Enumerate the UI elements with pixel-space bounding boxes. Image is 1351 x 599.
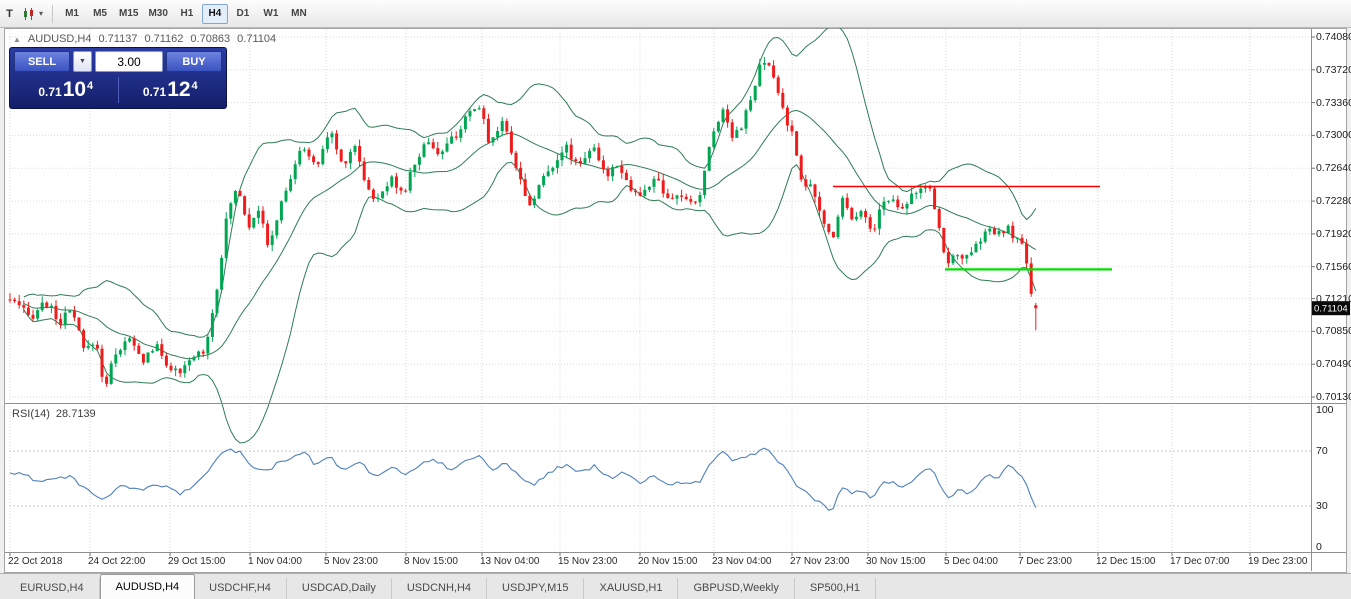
- buy-price: 0.71 12 4: [119, 79, 223, 100]
- buy-price-prefix: 0.71: [142, 85, 167, 99]
- chart-tab-usdchf-h4[interactable]: USDCHF,H4: [194, 578, 287, 599]
- ohlc-high: 0.71162: [144, 33, 184, 45]
- volume-dropdown-button[interactable]: ▼: [73, 51, 92, 72]
- timeframe-button-h4[interactable]: H4: [201, 3, 228, 24]
- timeframe-button-m5[interactable]: M5: [87, 4, 113, 24]
- chart-tab-usdjpy-m15[interactable]: USDJPY,M15: [487, 578, 585, 599]
- timeframe-button-m1[interactable]: M1: [59, 4, 85, 24]
- rsi-value: 28.7139: [55, 408, 96, 420]
- sell-price-prefix: 0.71: [38, 85, 62, 99]
- trade-panel-prices: 0.71 10 4 0.71 12 4: [14, 74, 222, 105]
- timeframe-button-h1[interactable]: H1: [174, 4, 200, 24]
- ohlc-low: 0.70863: [190, 33, 231, 45]
- rsi-indicator-label: RSI(14) 28.7139: [12, 408, 96, 420]
- chevron-down-icon: ▾: [39, 8, 44, 18]
- ohlc-header: ▲ AUDUSD,H4 0.71137 0.71162 0.70863 0.71…: [13, 33, 276, 45]
- chart-type-button[interactable]: ▾: [17, 3, 48, 25]
- volume-input[interactable]: [95, 51, 163, 72]
- toolbar-separator: [52, 4, 54, 23]
- timeframe-button-m30[interactable]: M30: [144, 4, 171, 24]
- timeframe-button-m15[interactable]: M15: [115, 4, 142, 24]
- buy-button[interactable]: BUY: [166, 51, 222, 72]
- chart-tab-audusd-h4[interactable]: AUDUSD,H4: [99, 574, 196, 599]
- symbol-period-label: AUDUSD,H4: [27, 33, 92, 45]
- chart-tab-usdcad-daily[interactable]: USDCAD,Daily: [287, 578, 392, 599]
- caret-down-icon: ▼: [79, 58, 86, 65]
- trade-panel-controls: SELL ▼ BUY: [14, 51, 222, 72]
- buy-price-pip: 4: [191, 80, 198, 92]
- ohlc-open: 0.71137: [98, 33, 138, 45]
- one-click-trading-panel: SELL ▼ BUY 0.71 10 4 0.71 12 4: [9, 47, 227, 109]
- timeframe-button-mn[interactable]: MN: [286, 4, 312, 24]
- chart-tab-sp500-h1[interactable]: SP500,H1: [795, 578, 876, 599]
- timeframe-button-w1[interactable]: W1: [258, 4, 284, 24]
- window-title-fragment: T: [6, 7, 13, 20]
- sell-price-big: 10: [62, 78, 87, 101]
- chart-tab-gbpusd-weekly[interactable]: GBPUSD,Weekly: [678, 578, 795, 599]
- chart-tab-eurusd-h4[interactable]: EURUSD,H4: [5, 578, 100, 599]
- rsi-name: RSI(14): [12, 408, 50, 420]
- sell-price: 0.71 10 4: [14, 79, 118, 100]
- timeframe-toolbar: M1 M5 M15 M30 H1 H4 D1 W1 MN: [59, 3, 312, 24]
- sell-button[interactable]: SELL: [14, 51, 70, 72]
- candlestick-chart-icon: [24, 7, 33, 20]
- chart-shift-marker-icon: ▲: [13, 34, 21, 44]
- chart-tab-usdcnh-h4[interactable]: USDCNH,H4: [392, 578, 488, 599]
- ohlc-close: 0.71104: [237, 33, 277, 45]
- chart-tab-bar: EURUSD,H4 AUDUSD,H4 USDCHF,H4 USDCAD,Daily U…: [0, 573, 1351, 599]
- top-toolbar: T ▾ M1 M5 M15 M30 H1 H4 D1 W1 MN: [0, 0, 1351, 28]
- chart-tab-xauusd-h1[interactable]: XAUUSD,H1: [584, 578, 679, 599]
- sell-price-pip: 4: [87, 80, 94, 92]
- timeframe-button-d1[interactable]: D1: [230, 4, 256, 24]
- buy-price-big: 12: [167, 78, 191, 101]
- chart-window[interactable]: [4, 28, 1347, 573]
